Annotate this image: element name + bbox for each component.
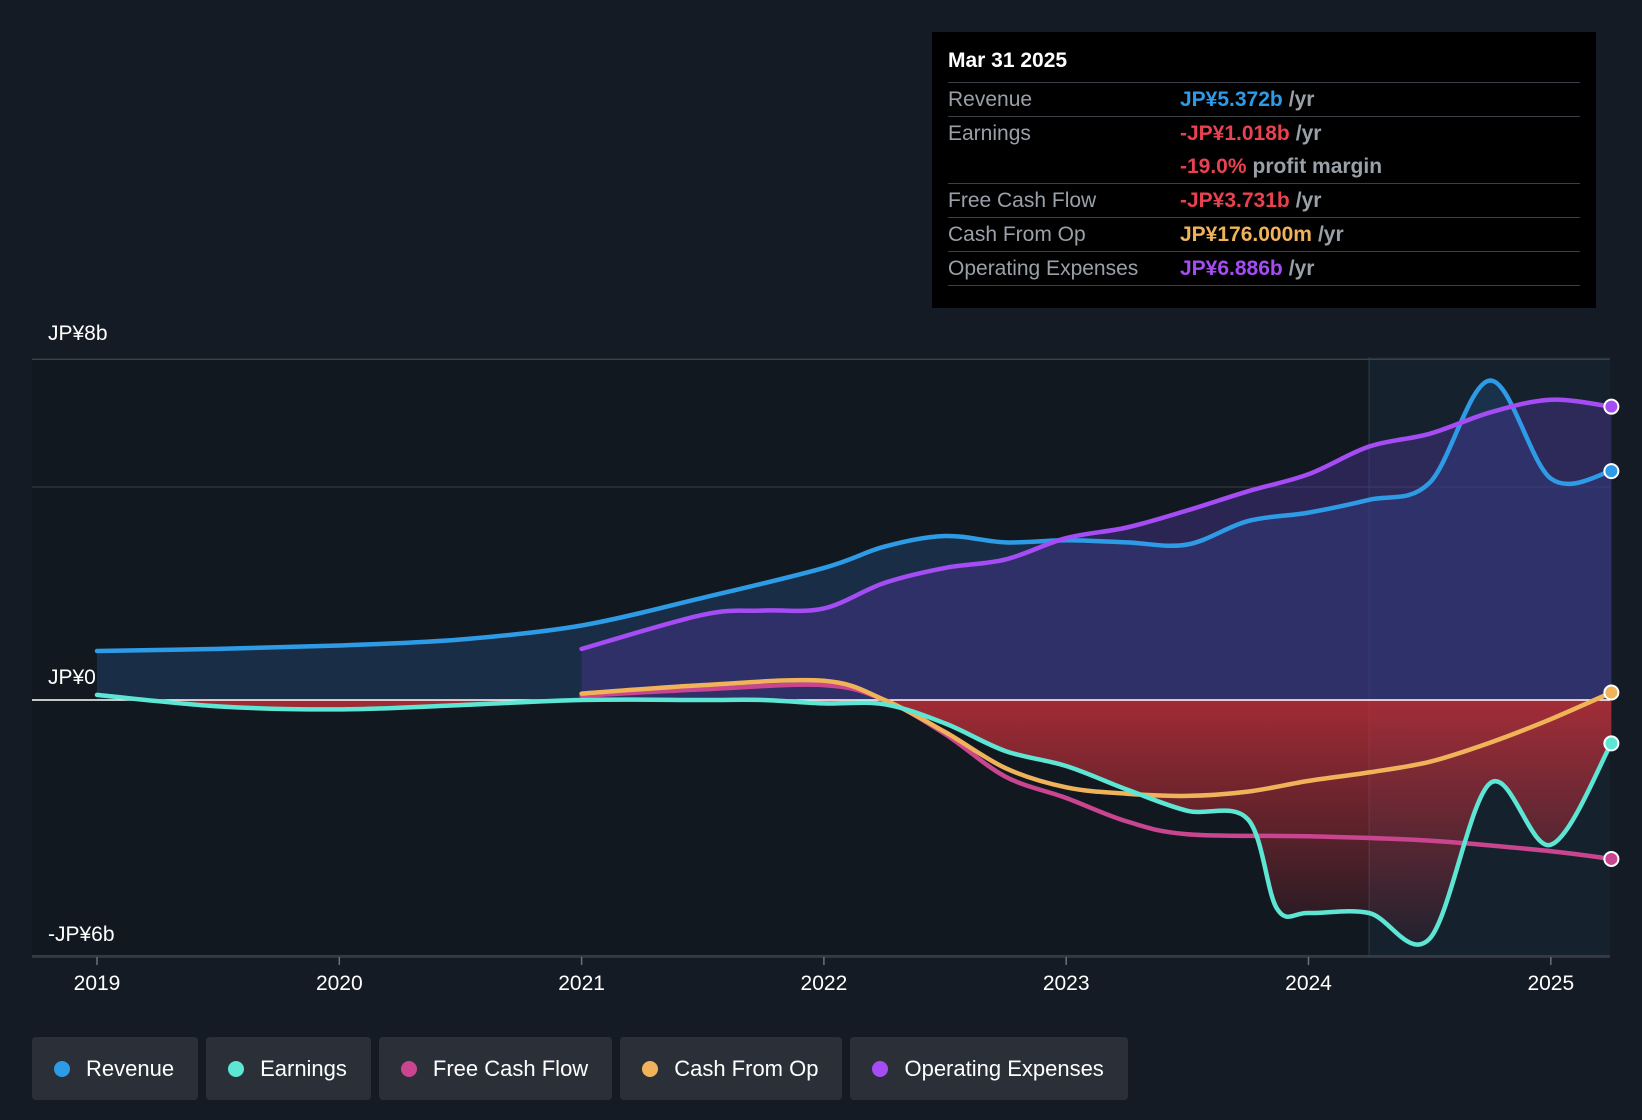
legend-item-cash-from-op[interactable]: Cash From Op (620, 1037, 843, 1100)
x-tick-label: 2022 (801, 972, 848, 995)
y-label-bottom: -JP¥6b (48, 923, 115, 946)
x-tick-label: 2019 (74, 972, 121, 995)
tooltip-label: Operating Expenses (948, 257, 1139, 280)
legend-label: Free Cash Flow (432, 1055, 589, 1081)
legend-dot-icon (228, 1060, 245, 1077)
gridlines (32, 358, 1610, 958)
tooltip-value: JP¥6.886b (1180, 257, 1283, 280)
legend-label: Cash From Op (674, 1055, 819, 1081)
tooltip-label: Cash From Op (948, 223, 1086, 246)
operating-expenses-area (581, 399, 1612, 700)
tooltip-row-operating-expenses: Operating Expenses JP¥6.886b /yr (948, 251, 1580, 286)
revenue-area (97, 380, 1612, 700)
x-axis: 2019 2020 2021 2022 2023 2024 2025 (74, 957, 1574, 995)
tooltip-label: Free Cash Flow (948, 189, 1097, 212)
tooltip-label (948, 150, 1180, 183)
legend-dot-icon (54, 1060, 70, 1077)
tooltip-unit: /yr (1295, 189, 1322, 212)
legend-item-operating-expenses[interactable]: Operating Expenses (850, 1037, 1128, 1100)
tooltip-row-earnings: Earnings -JP¥1.018b /yr (948, 116, 1580, 150)
revenue-line (94, 378, 1614, 654)
tooltip-label: Revenue (948, 88, 1033, 111)
tooltip-panel: Mar 31 2025 Revenue JP¥5.372b /yr Earnin… (932, 32, 1596, 308)
tooltip-unit: /yr (1288, 88, 1315, 111)
x-tick-label: 2020 (316, 972, 363, 995)
legend-label: Revenue (86, 1055, 175, 1081)
series-lines (94, 378, 1614, 947)
tooltip-value: -JP¥1.018b (1180, 122, 1290, 145)
earnings-end-marker (1603, 735, 1620, 752)
tooltip-unit: /yr (1295, 122, 1322, 145)
free-cash-flow-end-marker (1603, 850, 1620, 867)
tooltip-value: JP¥176.000m (1180, 223, 1312, 246)
legend-item-earnings[interactable]: Earnings (206, 1037, 371, 1100)
legend-item-free-cash-flow[interactable]: Free Cash Flow (378, 1037, 613, 1100)
tooltip-unit: /yr (1288, 257, 1315, 280)
free-cash-flow-line (579, 682, 1614, 862)
revenue-end-marker (1603, 463, 1620, 480)
tooltip-row-free-cash-flow: Free Cash Flow -JP¥3.731b /yr (948, 183, 1580, 217)
x-tick-label: 2025 (1527, 972, 1574, 995)
x-tick-label: 2023 (1043, 972, 1090, 995)
tooltip-value: -JP¥3.731b (1180, 189, 1290, 212)
operating-expenses-end-marker (1603, 398, 1620, 415)
tooltip-value: -19.0% (1180, 155, 1247, 178)
operating-expenses-line (579, 397, 1614, 652)
tooltip-value: JP¥5.372b (1180, 88, 1283, 111)
legend-item-revenue[interactable]: Revenue (32, 1037, 199, 1100)
legend-dot-icon (642, 1060, 659, 1077)
cash-from-op-line (579, 677, 1614, 799)
earnings-area (97, 700, 1612, 945)
cash-from-op-end-marker (1603, 684, 1620, 701)
legend: Revenue Earnings Free Cash Flow Cash Fro… (32, 1037, 1128, 1100)
y-label-zero: JP¥0 (48, 666, 96, 689)
x-tick-label: 2024 (1285, 972, 1332, 995)
y-label-top: JP¥8b (48, 322, 108, 345)
tooltip-unit: profit margin (1252, 155, 1383, 178)
tooltip-row-cash-from-op: Cash From Op JP¥176.000m /yr (948, 217, 1580, 251)
tooltip-unit: /yr (1317, 223, 1344, 246)
legend-dot-icon (400, 1060, 417, 1077)
legend-dot-icon (872, 1060, 889, 1077)
series-areas (97, 380, 1612, 945)
x-tick-label: 2021 (558, 972, 605, 995)
earnings-line (94, 692, 1614, 947)
tooltip-date: Mar 31 2025 (948, 49, 1068, 72)
legend-label: Earnings (260, 1055, 347, 1081)
tooltip-label: Earnings (948, 122, 1031, 145)
tooltip-row-profit-margin: -19.0% profit margin (948, 150, 1580, 183)
legend-label: Operating Expenses (904, 1055, 1104, 1081)
series-end-markers (1603, 398, 1620, 867)
tooltip-row-revenue: Revenue JP¥5.372b /yr (948, 82, 1580, 116)
